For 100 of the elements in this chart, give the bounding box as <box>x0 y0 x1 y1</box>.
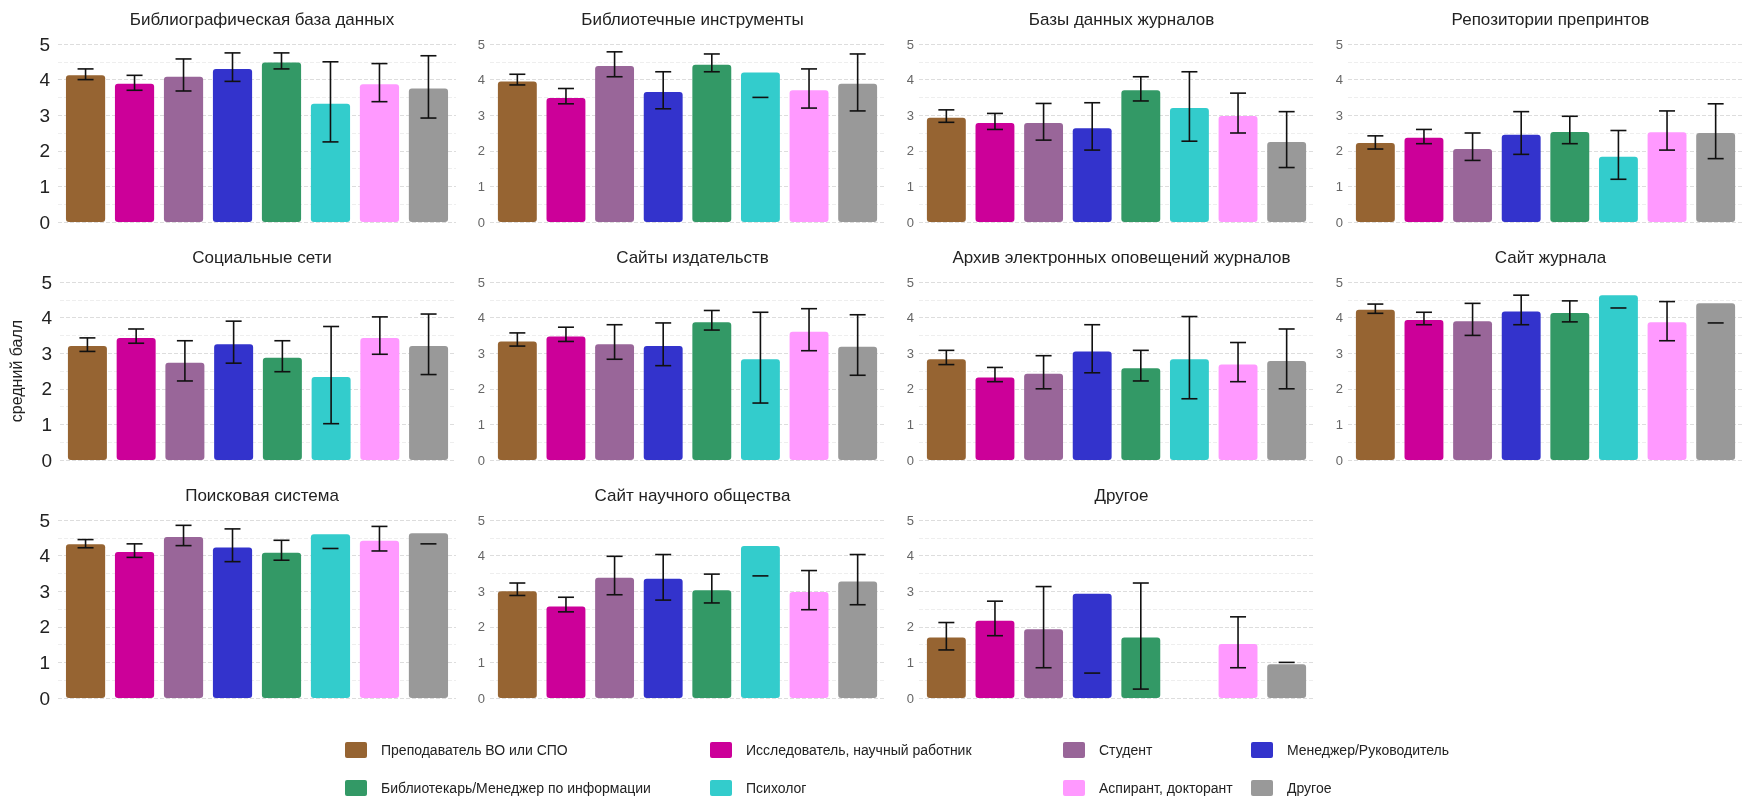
chart-title: Сайт журнала <box>1494 248 1607 267</box>
bar <box>789 331 829 460</box>
y-tick-label: 5 <box>39 33 50 55</box>
bar <box>546 336 586 460</box>
chart-title: Сайт научного общества <box>594 486 791 505</box>
y-tick-label: 0 <box>39 211 50 233</box>
y-tick-label: 5 <box>41 271 52 293</box>
y-tick-label: 1 <box>906 178 914 194</box>
bar <box>595 577 635 698</box>
bar <box>409 346 449 460</box>
bar <box>595 344 635 460</box>
bar <box>1696 133 1736 222</box>
chart-title: Библиографическая база данных <box>129 10 395 29</box>
y-tick-label: 5 <box>477 274 485 290</box>
y-tick-label: 1 <box>39 651 50 673</box>
bar <box>1355 309 1395 460</box>
y-tick-label: 0 <box>1335 452 1343 468</box>
y-tick-label: 0 <box>477 452 485 468</box>
bar <box>1169 108 1209 222</box>
bar <box>692 322 732 460</box>
bar <box>926 637 966 698</box>
y-tick-label: 5 <box>1335 274 1343 290</box>
bar <box>546 606 586 698</box>
legend-label: Библиотекарь/Менеджер по информации <box>381 780 651 796</box>
bar <box>740 72 780 222</box>
y-tick-label: 2 <box>477 381 485 397</box>
bar <box>360 337 400 460</box>
bar <box>1121 637 1161 698</box>
bar <box>1550 131 1590 222</box>
y-tick-label: 5 <box>906 512 914 528</box>
y-tick-label: 2 <box>477 619 485 635</box>
bar <box>789 90 829 222</box>
bar <box>1267 141 1307 222</box>
y-tick-label: 1 <box>906 654 914 670</box>
bar <box>1121 368 1161 460</box>
y-tick-label: 0 <box>41 449 52 471</box>
bar <box>262 357 302 460</box>
bar <box>359 84 400 222</box>
y-tick-label: 5 <box>477 36 485 52</box>
bar <box>1598 295 1638 460</box>
bar <box>1121 90 1161 222</box>
bar <box>595 66 635 222</box>
bar <box>116 337 156 460</box>
bar <box>497 591 537 698</box>
bar <box>838 581 878 698</box>
y-tick-label: 1 <box>39 175 50 197</box>
bar <box>1072 593 1112 698</box>
chart-title: Библиотечные инструменты <box>581 10 804 29</box>
legend-label: Аспирант, докторант <box>1099 780 1233 796</box>
bar <box>261 62 302 222</box>
bar <box>65 544 106 698</box>
chart-title: Другое <box>1094 486 1149 505</box>
y-tick-label: 0 <box>906 690 914 706</box>
bar <box>975 123 1015 222</box>
legend-label: Студент <box>1099 742 1153 758</box>
bar <box>1072 351 1112 460</box>
bar <box>1453 149 1493 222</box>
legend-label: Другое <box>1287 780 1332 796</box>
bar <box>692 64 732 222</box>
bar <box>926 117 966 222</box>
y-tick-label: 4 <box>41 307 53 329</box>
y-tick-label: 3 <box>39 104 50 126</box>
bar <box>1024 629 1064 698</box>
bar <box>1024 373 1064 460</box>
bar <box>65 75 106 222</box>
chart-title: Базы данных журналов <box>1028 10 1215 29</box>
y-tick-label: 1 <box>906 416 914 432</box>
bar <box>1355 142 1395 222</box>
y-tick-label: 4 <box>477 548 485 564</box>
y-tick-label: 3 <box>477 583 485 599</box>
bar <box>1501 134 1541 222</box>
bar <box>1696 303 1736 460</box>
y-tick-label: 4 <box>906 310 914 326</box>
y-tick-label: 3 <box>906 107 914 123</box>
y-tick-label: 3 <box>906 345 914 361</box>
y-tick-label: 5 <box>477 512 485 528</box>
y-tick-label: 3 <box>39 580 50 602</box>
bar <box>740 545 780 698</box>
y-tick-label: 3 <box>1335 345 1343 361</box>
chart-title: Поисковая система <box>185 486 340 505</box>
y-tick-label: 2 <box>906 381 914 397</box>
bar <box>1501 311 1541 460</box>
y-tick-label: 2 <box>906 143 914 159</box>
y-tick-label: 4 <box>906 548 914 564</box>
bar <box>1598 156 1638 222</box>
bar <box>643 346 683 460</box>
y-tick-label: 1 <box>477 654 485 670</box>
bar <box>261 552 302 698</box>
y-tick-label: 4 <box>1335 310 1343 326</box>
bar <box>838 83 878 222</box>
bar <box>114 552 155 698</box>
bar <box>1024 123 1064 222</box>
bar <box>310 103 351 222</box>
legend-label: Психолог <box>746 780 807 796</box>
y-tick-label: 3 <box>906 583 914 599</box>
bar <box>1169 359 1209 460</box>
legend-label: Менеджер/Руководитель <box>1287 742 1450 758</box>
bar <box>643 92 683 222</box>
y-tick-label: 3 <box>41 342 52 364</box>
y-tick-label: 0 <box>477 690 485 706</box>
